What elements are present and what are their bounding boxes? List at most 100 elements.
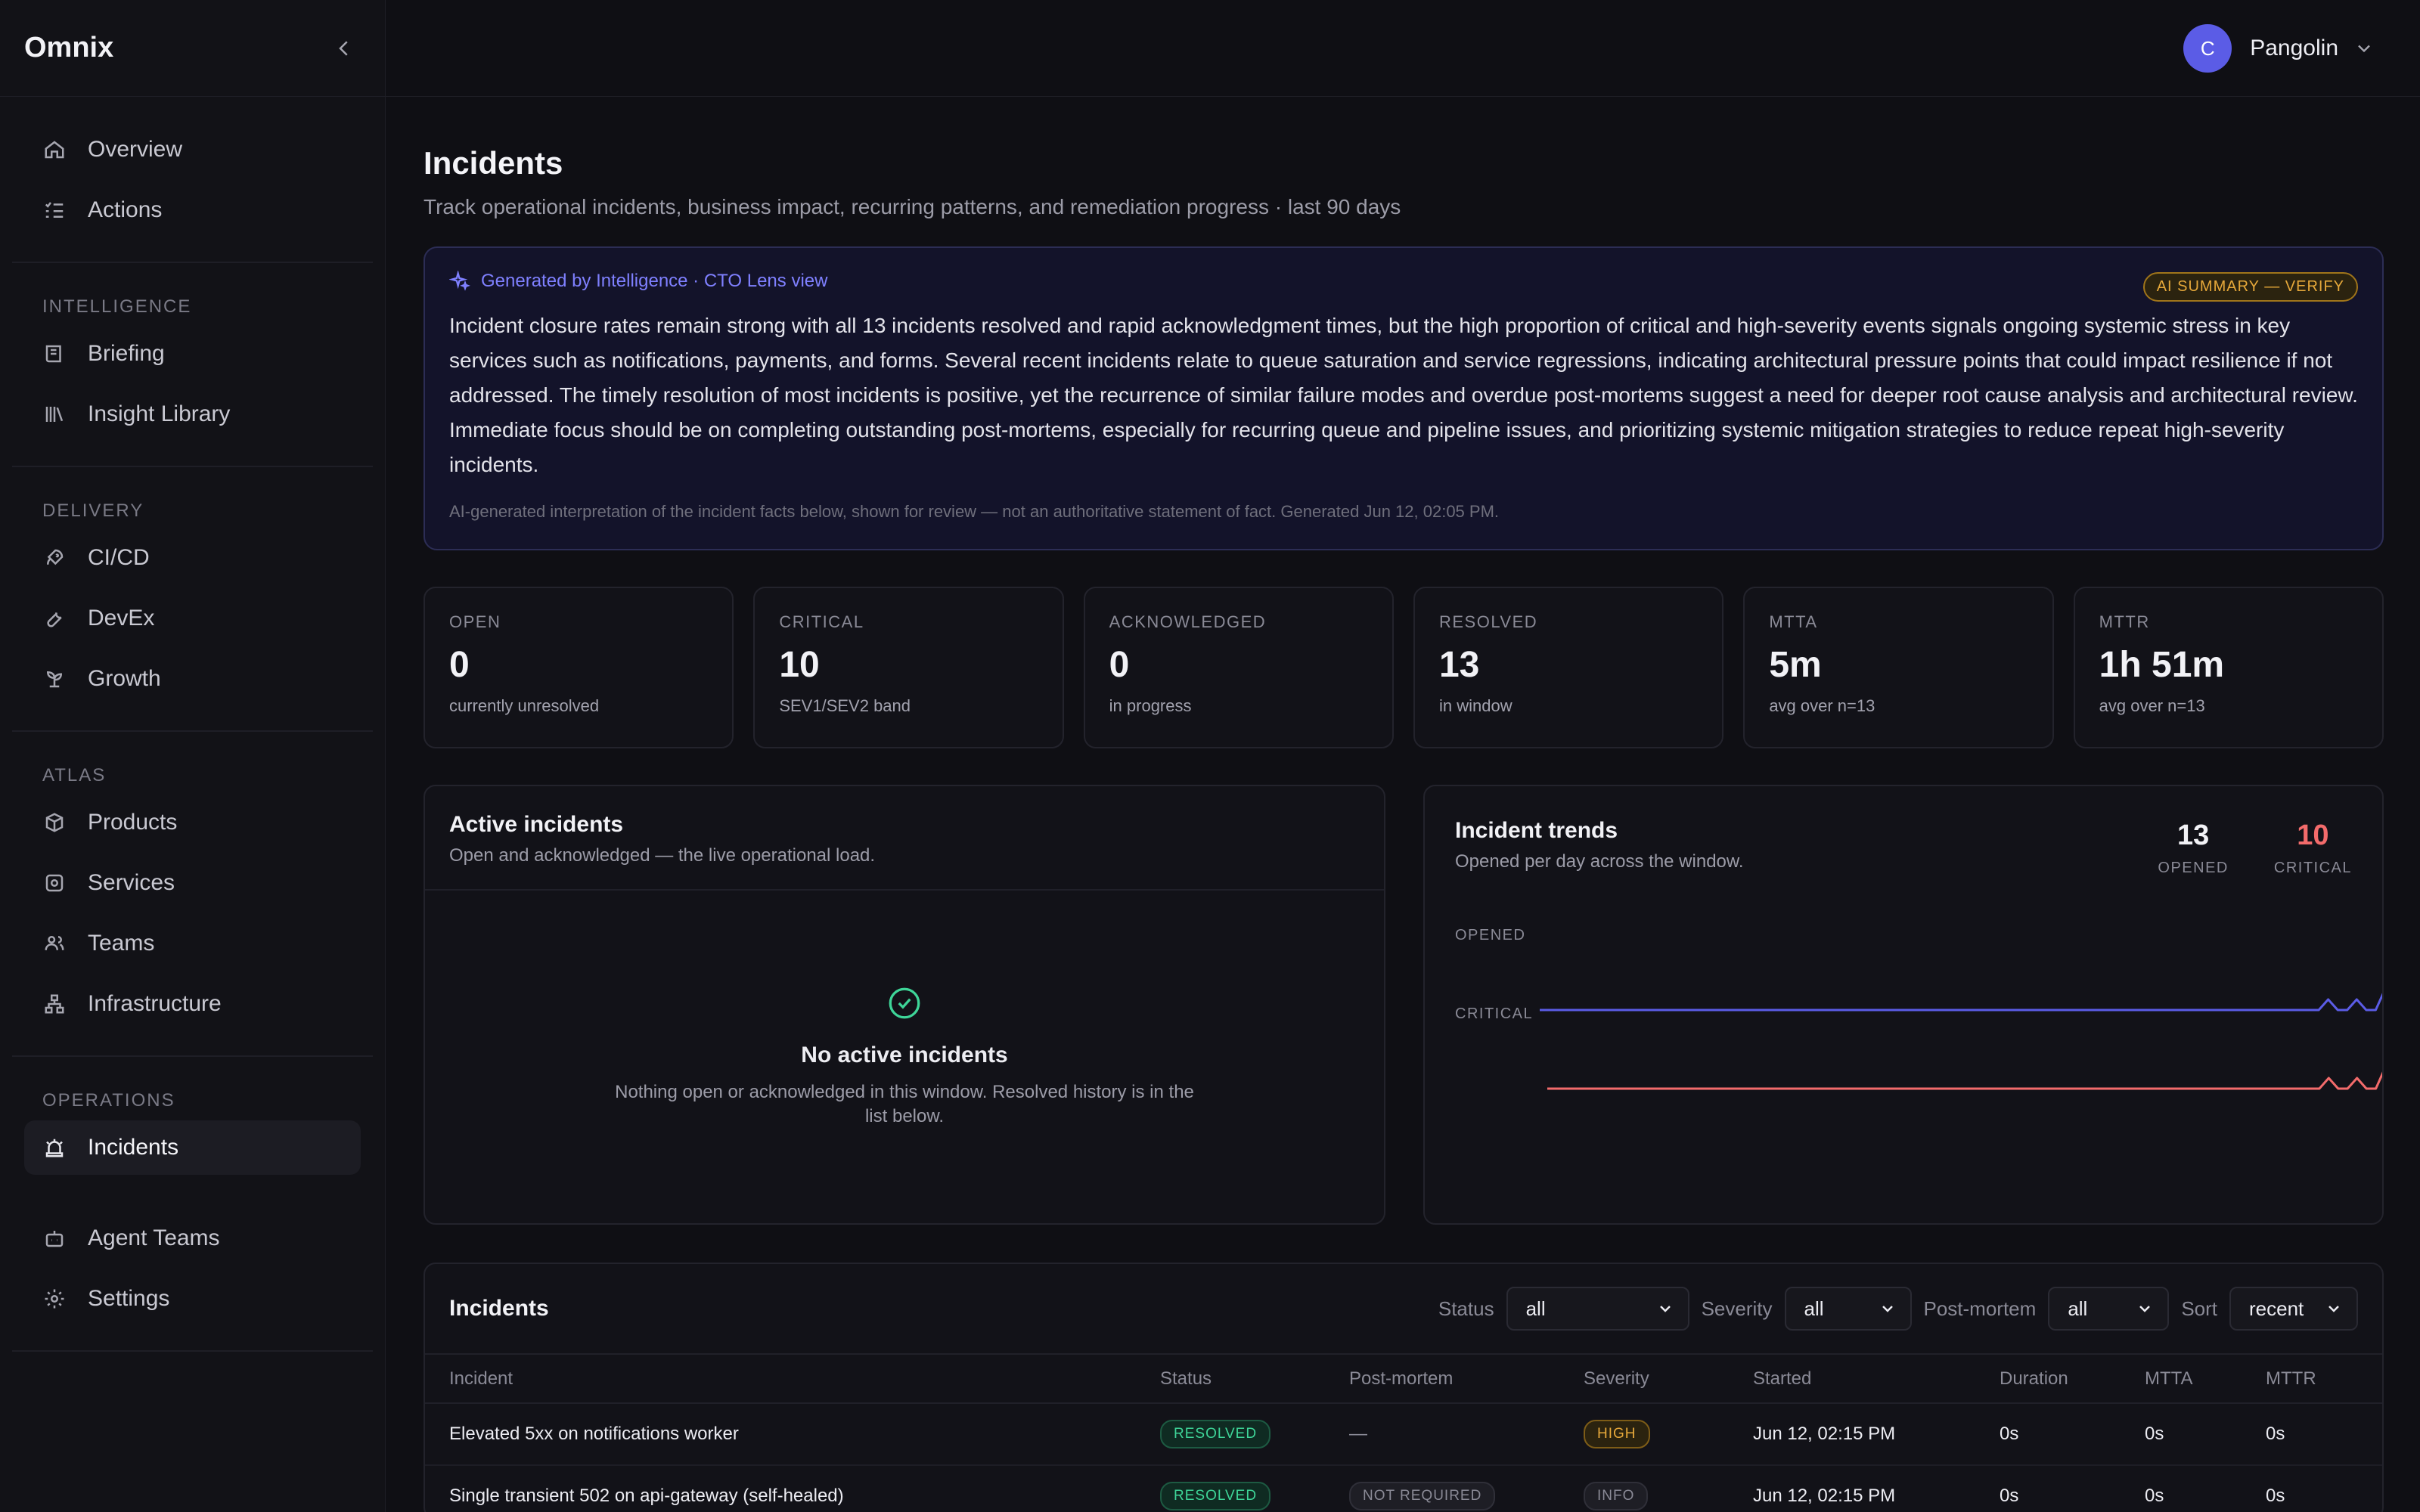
- sidebar-item-label: Insight Library: [88, 401, 231, 426]
- incident-trends-panel: Incident trends Opened per day across th…: [1423, 785, 2384, 1225]
- sidebar-item-label: Teams: [88, 931, 155, 956]
- started-cell: Jun 12, 02:15 PM: [1729, 1465, 1975, 1512]
- user-menu[interactable]: C Pangolin: [2183, 24, 2375, 73]
- stat-label: MTTR: [2099, 612, 2150, 631]
- ai-summary-text: Incident closure rates remain strong wit…: [449, 314, 2358, 476]
- home-icon: [42, 138, 67, 162]
- sort-select[interactable]: recent: [2229, 1287, 2358, 1331]
- filter-label: Status: [1438, 1297, 1494, 1320]
- table-row[interactable]: Elevated 5xx on notifications worker RES…: [425, 1403, 2382, 1466]
- chevron-down-icon: [1659, 1306, 1671, 1312]
- stat-card-acknowledged: ACKNOWLEDGED 0 in progress: [1083, 587, 1394, 748]
- chevron-down-icon: [2139, 1306, 2151, 1312]
- ai-summary-source[interactable]: Generated by Intelligence · CTO Lens vie…: [481, 271, 828, 291]
- table-title: Incidents: [449, 1296, 549, 1321]
- select-value: all: [1804, 1297, 1824, 1320]
- sidebar-item-services[interactable]: Services: [24, 856, 361, 910]
- sidebar-item-agent-teams[interactable]: Agent Teams: [24, 1211, 361, 1266]
- column-header[interactable]: Incident: [425, 1355, 1136, 1404]
- table-row[interactable]: Single transient 502 on api-gateway (sel…: [425, 1465, 2382, 1512]
- postmortem-select[interactable]: all: [2048, 1287, 2170, 1331]
- library-icon: [42, 402, 67, 426]
- filter-sort: Sort recent: [2181, 1287, 2358, 1331]
- sidebar-item-label: Overview: [88, 137, 183, 162]
- sidebar-item-growth[interactable]: Growth: [24, 652, 361, 706]
- duration-cell: 0s: [1975, 1403, 2121, 1466]
- book-icon: [42, 342, 67, 366]
- stat-card-open: OPEN 0 currently unresolved: [424, 587, 734, 748]
- stat-value: 13: [1438, 645, 1480, 685]
- sidebar-item-incidents[interactable]: Incidents: [24, 1120, 361, 1175]
- active-incidents-panel: Active incidents Open and acknowledged —…: [424, 785, 1385, 1225]
- empty-text: Nothing open or acknowledged in this win…: [615, 1082, 1194, 1126]
- status-cell: RESOLVED: [1136, 1403, 1325, 1466]
- kpi-label: OPENED: [2158, 860, 2229, 876]
- stat-sub: in progress: [1109, 696, 1192, 715]
- mtta-cell: 0s: [2121, 1465, 2242, 1512]
- nav-group-atlas: ATLAS Products Services Teams Infrastruc…: [12, 732, 373, 1057]
- status-select[interactable]: all: [1506, 1287, 1689, 1331]
- check-circle-icon: [889, 987, 920, 1019]
- stat-sub: SEV1/SEV2 band: [779, 696, 911, 715]
- kpi-critical: 10 CRITICAL: [2274, 820, 2352, 877]
- severity-badge: HIGH: [1584, 1420, 1650, 1448]
- sidebar-item-label: Growth: [88, 666, 161, 691]
- column-header[interactable]: Started: [1729, 1355, 1975, 1404]
- select-value: all: [1525, 1297, 1546, 1320]
- stat-sub: avg over n=13: [2099, 696, 2205, 715]
- sidebar-item-settings[interactable]: Settings: [24, 1272, 361, 1326]
- sidebar-item-overview[interactable]: Overview: [24, 122, 361, 177]
- incidents-table: Incident Status Post-mortem Severity Sta…: [425, 1355, 2382, 1512]
- sidebar-item-insight-library[interactable]: Insight Library: [24, 387, 361, 442]
- mttr-cell: 0s: [2242, 1465, 2382, 1512]
- group-label: ATLAS: [42, 765, 107, 785]
- sidebar-item-actions[interactable]: Actions: [24, 183, 361, 237]
- sparkle-icon: [449, 271, 470, 291]
- panels-row: Active incidents Open and acknowledged —…: [424, 785, 2384, 1225]
- postmortem-cell: —: [1325, 1403, 1559, 1466]
- duration-cell: 0s: [1975, 1465, 2121, 1512]
- collapse-sidebar-button[interactable]: [327, 32, 361, 65]
- filter-status: Status all: [1438, 1287, 1689, 1331]
- column-header[interactable]: Post-mortem: [1325, 1355, 1559, 1404]
- nav-group-top: Overview Actions: [12, 97, 373, 263]
- status-badge: RESOLVED: [1160, 1420, 1271, 1448]
- severity-select[interactable]: all: [1784, 1287, 1912, 1331]
- stat-label: MTTA: [1769, 612, 1818, 631]
- panel-subtitle: Open and acknowledged — the live operati…: [449, 845, 876, 866]
- sidebar-item-devex[interactable]: DevEx: [24, 591, 361, 646]
- sidebar-item-products[interactable]: Products: [24, 795, 361, 850]
- stat-sub: in window: [1438, 696, 1512, 715]
- sidebar-item-briefing[interactable]: Briefing: [24, 327, 361, 381]
- column-header[interactable]: Duration: [1975, 1355, 2121, 1404]
- incident-name[interactable]: Single transient 502 on api-gateway (sel…: [425, 1465, 1136, 1512]
- column-header[interactable]: Severity: [1559, 1355, 1729, 1404]
- cog-square-icon: [42, 871, 67, 895]
- main-content: Incidents Track operational incidents, b…: [424, 97, 2384, 1512]
- app-logo: Omnix: [24, 32, 114, 64]
- rocket-icon: [42, 546, 67, 570]
- sidebar-item-infrastructure[interactable]: Infrastructure: [24, 977, 361, 1031]
- table-header: Incidents Status all Severity all Post-m…: [425, 1264, 2382, 1355]
- kpi-opened: 13 OPENED: [2158, 820, 2228, 877]
- stat-sub: currently unresolved: [449, 696, 600, 715]
- incidents-table-card: Incidents Status all Severity all Post-m…: [424, 1263, 2384, 1512]
- sidebar-item-label: Briefing: [88, 341, 165, 366]
- siren-icon: [42, 1136, 67, 1160]
- ai-summary-note: AI-generated interpretation of the incid…: [449, 502, 1500, 521]
- stat-card-critical: CRITICAL 10 SEV1/SEV2 band: [753, 587, 1064, 748]
- ai-summary-header: Generated by Intelligence · CTO Lens vie…: [449, 271, 2358, 292]
- page-title: Incidents: [424, 145, 563, 181]
- sidebar-item-cicd[interactable]: CI/CD: [24, 531, 361, 585]
- started-cell: Jun 12, 02:15 PM: [1729, 1403, 1975, 1466]
- trend-kpis: 13 OPENED 10 CRITICAL: [2158, 820, 2352, 877]
- column-header[interactable]: Status: [1136, 1355, 1325, 1404]
- incident-name[interactable]: Elevated 5xx on notifications worker: [425, 1403, 1136, 1466]
- panel-title: Active incidents: [449, 812, 624, 837]
- column-header[interactable]: MTTA: [2121, 1355, 2242, 1404]
- sidebar: Omnix Overview Actions INTELLIGENCE Brie…: [0, 0, 386, 1512]
- sidebar-item-teams[interactable]: Teams: [24, 916, 361, 971]
- stat-card-mttr: MTTR 1h 51m avg over n=13: [2073, 587, 2384, 748]
- panel-header: Incident trends Opened per day across th…: [1425, 786, 2382, 876]
- column-header[interactable]: MTTR: [2242, 1355, 2382, 1404]
